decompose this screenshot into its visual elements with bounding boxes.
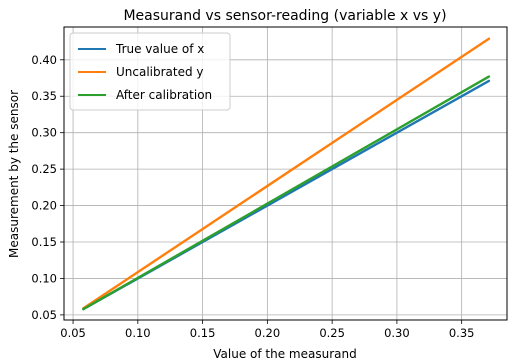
x-tick-label: 0.30 (384, 326, 410, 340)
x-axis-label: Value of the measurand (213, 347, 356, 361)
legend-label-uncalibrated: Uncalibrated y (116, 65, 204, 79)
series-line-uncalibrated-y (82, 37, 491, 310)
plot-frame (63, 26, 508, 321)
y-tick-label: 0.25 (31, 162, 57, 176)
x-tick-label: 0.15 (190, 326, 216, 340)
x-tick-label: 0.25 (319, 326, 345, 340)
grid (64, 27, 507, 320)
x-tick-label: 0.20 (255, 326, 281, 340)
x-axis: 0.05 0.10 0.15 0.20 0.25 0.30 0.35 (60, 320, 474, 340)
y-tick-label: 0.15 (31, 235, 57, 249)
legend-label-calibrated: After calibration (116, 88, 212, 102)
y-tick-label: 0.05 (31, 308, 57, 322)
legend: True value of x Uncalibrated y After cal… (69, 32, 231, 111)
series-layer (82, 37, 491, 311)
y-tick-label: 0.35 (31, 89, 57, 103)
legend-label-true: True value of x (115, 42, 204, 56)
x-tick-label: 0.05 (60, 326, 86, 340)
x-tick-label: 0.35 (449, 326, 475, 340)
series-line-after-calibration (82, 75, 491, 311)
y-tick-label: 0.10 (31, 271, 57, 285)
x-tick-label: 0.10 (125, 326, 151, 340)
legend-box (69, 32, 231, 111)
chart-title: Measurand vs sensor-reading (variable x … (123, 8, 446, 24)
y-tick-label: 0.20 (31, 199, 57, 213)
y-axis-label: Measurement by the sensor (7, 90, 21, 258)
y-axis: 0.05 0.10 0.15 0.20 0.25 0.30 0.35 0.40 (31, 53, 64, 322)
y-tick-label: 0.30 (31, 126, 57, 140)
y-tick-label: 0.40 (31, 53, 57, 67)
